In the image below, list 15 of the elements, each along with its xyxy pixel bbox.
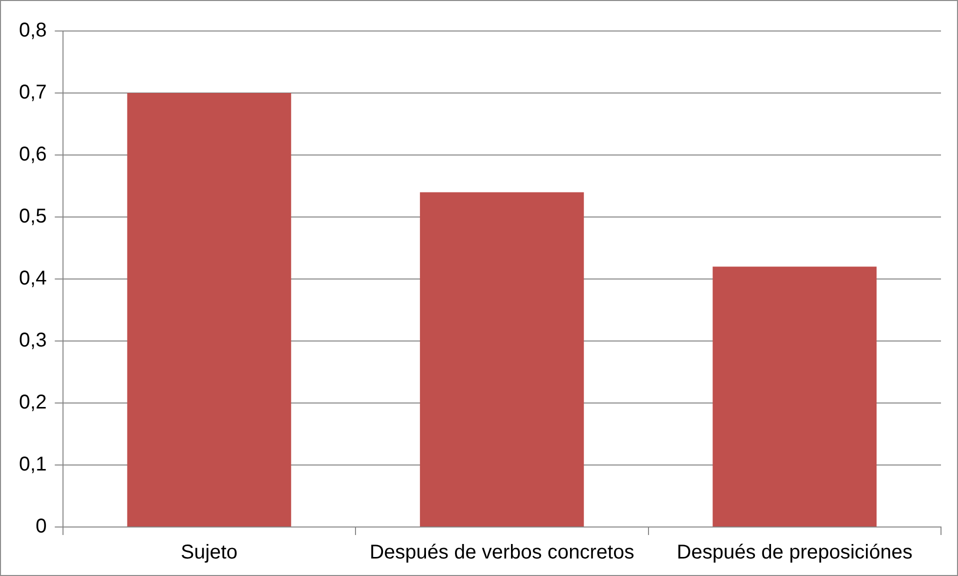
y-tick-label: 0,5 xyxy=(18,206,47,228)
y-tick-label: 0,8 xyxy=(18,20,47,42)
x-tick-label: Sujeto xyxy=(180,542,238,564)
x-tick-label: Después de verbos concretos xyxy=(370,542,634,564)
y-tick-label: 0,3 xyxy=(18,330,47,352)
y-tick-label: 0,1 xyxy=(18,454,47,476)
bar xyxy=(712,266,877,526)
bar xyxy=(127,93,292,526)
y-tick-label: 0 xyxy=(36,516,47,538)
y-tick-label: 0,6 xyxy=(18,144,47,166)
y-tick-label: 0,7 xyxy=(18,82,47,104)
x-tick-label: Después de preposiciónes xyxy=(676,542,912,564)
y-tick-label: 0,4 xyxy=(18,268,47,290)
y-tick-label: 0,2 xyxy=(18,392,47,414)
bar xyxy=(420,192,584,526)
